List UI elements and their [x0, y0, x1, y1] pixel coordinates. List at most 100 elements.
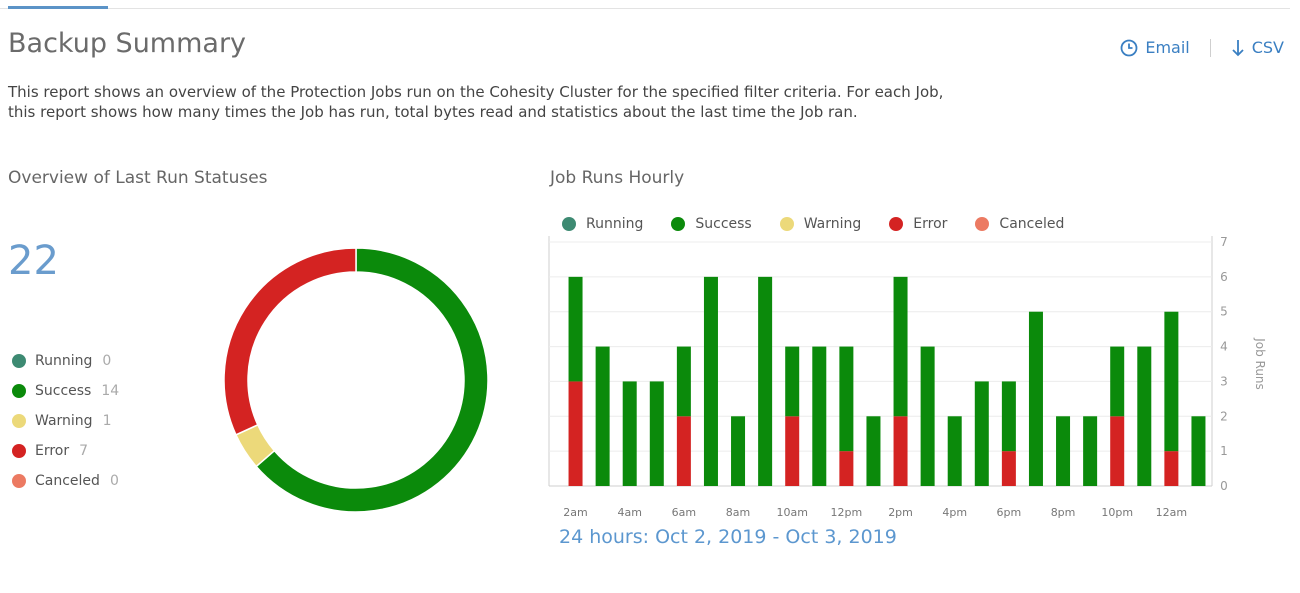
status-legend-item-warning: Warning 1	[12, 406, 119, 436]
y-tick-label: 4	[1220, 340, 1228, 354]
legend-dot-error	[889, 217, 904, 231]
hourly-legend-item-canceled: Canceled	[975, 216, 1064, 232]
last-run-status-donut	[223, 247, 489, 513]
report-description: This report shows an overview of the Pro…	[8, 82, 1058, 122]
legend-label: Running	[586, 216, 644, 232]
y-tick-label: 6	[1220, 270, 1228, 284]
bar-error-6am	[676, 416, 691, 486]
status-label: Canceled	[35, 473, 100, 489]
status-legend-item-success: Success 14	[12, 376, 119, 406]
x-tick-label: 6am	[672, 506, 696, 519]
report-actions: Email CSV	[1120, 38, 1284, 57]
legend-label: Success	[695, 216, 752, 232]
y-tick-label: 5	[1220, 305, 1228, 319]
bar-success-4am	[622, 381, 637, 486]
y-tick-label: 7	[1220, 235, 1228, 249]
y-tick-label: 2	[1220, 409, 1228, 423]
download-arrow-icon	[1232, 39, 1244, 56]
description-line-2: this report shows how many times the Job…	[8, 103, 858, 121]
hourly-section-title: Job Runs Hourly	[550, 168, 685, 188]
status-count: 0	[102, 353, 112, 369]
bar-error-12pm	[839, 451, 854, 486]
active-tab-indicator	[8, 6, 108, 9]
bar-success-2am	[568, 276, 583, 382]
legend-dot-success	[12, 384, 26, 398]
bar-success-7am	[703, 276, 718, 486]
legend-label: Error	[913, 216, 948, 232]
y-tick-label: 1	[1220, 444, 1228, 458]
legend-dot-canceled	[12, 474, 26, 488]
x-tick-label: 8pm	[1051, 506, 1076, 519]
description-line-1: This report shows an overview of the Pro…	[8, 83, 944, 101]
job-runs-hourly-chart: 0 1 2 3 4 5 6 7 Job Runs 2am 4am 6am 8am 10am 12pm 2pm 4…	[548, 235, 1267, 519]
bar-success-1pm	[866, 416, 881, 486]
bar-success-7pm	[1028, 311, 1043, 486]
bar-success-9pm	[1083, 416, 1098, 486]
csv-label: CSV	[1251, 38, 1284, 57]
hourly-legend-item-success: Success	[671, 216, 752, 232]
bar-success-6pm	[1001, 381, 1016, 452]
total-jobs-count: 22	[8, 238, 59, 284]
hourly-legend-item-running: Running	[562, 216, 643, 232]
page-title: Backup Summary	[8, 28, 247, 59]
legend-dot-canceled	[975, 217, 990, 231]
bar-error-6pm	[1001, 451, 1016, 486]
y-axis-label: Job Runs	[1253, 337, 1267, 390]
bar-success-3pm	[920, 346, 935, 486]
email-label: Email	[1145, 38, 1190, 57]
status-label: Success	[35, 383, 92, 399]
legend-label: Warning	[803, 216, 862, 232]
overview-section-title: Overview of Last Run Statuses	[8, 168, 268, 188]
email-button[interactable]: Email	[1120, 38, 1190, 57]
bar-success-4pm	[947, 416, 962, 486]
x-tick-label: 2am	[563, 506, 587, 519]
action-separator	[1209, 38, 1211, 57]
bar-success-1am	[1191, 416, 1206, 486]
legend-dot-warning	[779, 217, 794, 231]
x-tick-label: 12pm	[831, 506, 863, 519]
status-legend-item-error: Error 7	[12, 436, 119, 466]
donut-slice-success	[255, 247, 489, 513]
bar-success-11am	[812, 346, 827, 486]
bar-success-3am	[595, 346, 610, 486]
bar-success-11pm	[1137, 346, 1152, 486]
bar-success-10am	[785, 346, 800, 417]
bar-error-2am	[568, 381, 583, 486]
bar-success-2pm	[893, 276, 908, 417]
clock-icon	[1120, 39, 1138, 56]
bar-success-6am	[676, 346, 691, 417]
x-tick-label: 4am	[617, 506, 641, 519]
legend-label: Canceled	[999, 216, 1065, 232]
x-tick-label: 4pm	[942, 506, 967, 519]
hourly-legend-item-warning: Warning	[779, 216, 862, 232]
status-legend-item-canceled: Canceled 0	[12, 466, 119, 496]
status-count: 1	[102, 413, 112, 429]
status-label: Warning	[35, 413, 93, 429]
bar-success-5am	[649, 381, 664, 486]
x-tick-label: 8am	[726, 506, 750, 519]
time-range-label: 24 hours: Oct 2, 2019 - Oct 3, 2019	[559, 526, 897, 548]
bar-error-2pm	[893, 416, 908, 486]
bar-success-8pm	[1056, 416, 1071, 486]
legend-dot-error	[12, 444, 26, 458]
x-tick-label: 10pm	[1101, 506, 1133, 519]
bar-success-8am	[731, 416, 746, 486]
x-tick-label: 2pm	[888, 506, 913, 519]
status-legend: Running 0 Success 14 Warning 1 Error 7 Canceled 0	[12, 346, 119, 496]
donut-slice-error	[223, 247, 357, 436]
legend-dot-warning	[12, 414, 26, 428]
status-count: 7	[79, 443, 89, 459]
status-count: 14	[101, 383, 120, 399]
legend-dot-running	[12, 354, 26, 368]
status-legend-item-running: Running 0	[12, 346, 119, 376]
top-rule	[0, 8, 1290, 9]
bar-success-12am	[1164, 311, 1179, 452]
csv-button[interactable]: CSV	[1231, 38, 1284, 57]
bar-success-9am	[758, 276, 773, 486]
bar-success-10pm	[1110, 346, 1125, 417]
status-count: 0	[109, 473, 119, 489]
x-tick-label: 6pm	[997, 506, 1022, 519]
bar-error-12am	[1164, 451, 1179, 486]
hourly-legend: Running Success Warning Error Canceled	[562, 216, 1092, 232]
bar-error-10am	[785, 416, 800, 486]
